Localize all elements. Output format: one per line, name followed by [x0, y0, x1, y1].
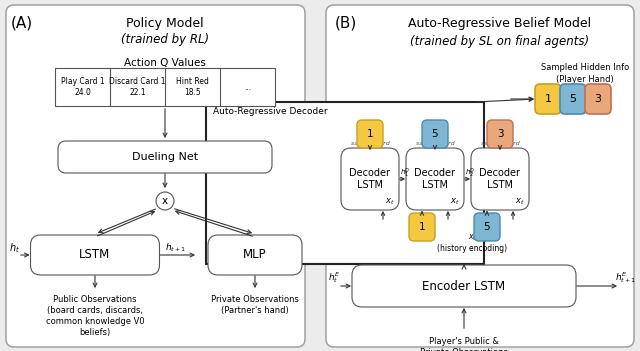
Text: 5: 5	[432, 129, 438, 139]
Text: $h_t$: $h_t$	[10, 241, 20, 255]
FancyBboxPatch shape	[58, 141, 272, 173]
FancyBboxPatch shape	[585, 84, 611, 114]
Text: $h_{t+1}^E$: $h_{t+1}^E$	[615, 271, 637, 285]
Text: Discard Card 1
22.1: Discard Card 1 22.1	[109, 77, 166, 97]
Text: (trained by SL on final agents): (trained by SL on final agents)	[410, 34, 589, 47]
Text: 3: 3	[497, 129, 503, 139]
Text: Action Q Values: Action Q Values	[124, 58, 206, 68]
FancyBboxPatch shape	[6, 5, 305, 347]
Text: LSTM: LSTM	[79, 249, 111, 261]
FancyBboxPatch shape	[341, 148, 399, 210]
Text: Decoder
LSTM: Decoder LSTM	[415, 168, 456, 190]
FancyBboxPatch shape	[406, 148, 464, 210]
Text: sample card: sample card	[351, 140, 389, 146]
Text: x: x	[162, 196, 168, 206]
FancyBboxPatch shape	[422, 120, 448, 148]
Text: (A): (A)	[11, 15, 33, 31]
Text: Play Card 1
24.0: Play Card 1 24.0	[61, 77, 104, 97]
Text: $x_t$
(history encoding): $x_t$ (history encoding)	[437, 233, 507, 253]
Text: Encoder LSTM: Encoder LSTM	[422, 279, 506, 292]
Text: 3: 3	[595, 94, 602, 104]
Text: (B): (B)	[335, 15, 357, 31]
FancyBboxPatch shape	[409, 213, 435, 241]
Text: $x_t$: $x_t$	[385, 197, 395, 207]
Text: 5: 5	[570, 94, 577, 104]
Text: Sampled Hidden Info: Sampled Hidden Info	[541, 64, 629, 73]
FancyBboxPatch shape	[535, 84, 561, 114]
Text: $x_t$: $x_t$	[515, 197, 525, 207]
Text: Private Observations
(Partner's hand): Private Observations (Partner's hand)	[211, 295, 299, 315]
Text: 5: 5	[484, 222, 490, 232]
Text: MLP: MLP	[243, 249, 267, 261]
FancyBboxPatch shape	[474, 213, 500, 241]
Text: $h_t^E$: $h_t^E$	[328, 271, 340, 285]
FancyBboxPatch shape	[560, 84, 586, 114]
Text: Decoder
LSTM: Decoder LSTM	[349, 168, 390, 190]
FancyBboxPatch shape	[357, 120, 383, 148]
Bar	[55, 68, 275, 106]
Text: $x_t$: $x_t$	[450, 197, 460, 207]
Text: Policy Model: Policy Model	[126, 16, 204, 29]
Text: ...: ...	[244, 82, 251, 92]
Text: Auto-Regressive Decoder: Auto-Regressive Decoder	[213, 107, 328, 116]
Text: sample card: sample card	[481, 140, 520, 146]
Text: $h_2^D$: $h_2^D$	[465, 166, 476, 180]
FancyBboxPatch shape	[352, 265, 576, 307]
FancyBboxPatch shape	[487, 120, 513, 148]
Text: $h_1^D$: $h_1^D$	[400, 166, 410, 180]
Text: Hint Red
18.5: Hint Red 18.5	[176, 77, 209, 97]
Text: Dueling Net: Dueling Net	[132, 152, 198, 162]
Text: sample card: sample card	[415, 140, 454, 146]
Text: 1: 1	[419, 222, 426, 232]
FancyBboxPatch shape	[471, 148, 529, 210]
Text: (Player Hand): (Player Hand)	[556, 74, 614, 84]
FancyBboxPatch shape	[31, 235, 159, 275]
Text: 1: 1	[545, 94, 552, 104]
FancyBboxPatch shape	[326, 5, 634, 347]
Text: Auto-Regressive Belief Model: Auto-Regressive Belief Model	[408, 16, 591, 29]
Bar	[206, 102, 484, 264]
Text: $h_{t+1}$: $h_{t+1}$	[164, 242, 186, 254]
Circle shape	[156, 192, 174, 210]
Text: (trained by RL): (trained by RL)	[121, 33, 209, 46]
Text: Decoder
LSTM: Decoder LSTM	[479, 168, 520, 190]
FancyBboxPatch shape	[208, 235, 302, 275]
Text: 1: 1	[367, 129, 373, 139]
Text: Player's Public &
Private Observations: Player's Public & Private Observations	[420, 337, 508, 351]
Text: Public Observations
(board cards, discards,
common knowledge V0
beliefs): Public Observations (board cards, discar…	[45, 295, 144, 337]
